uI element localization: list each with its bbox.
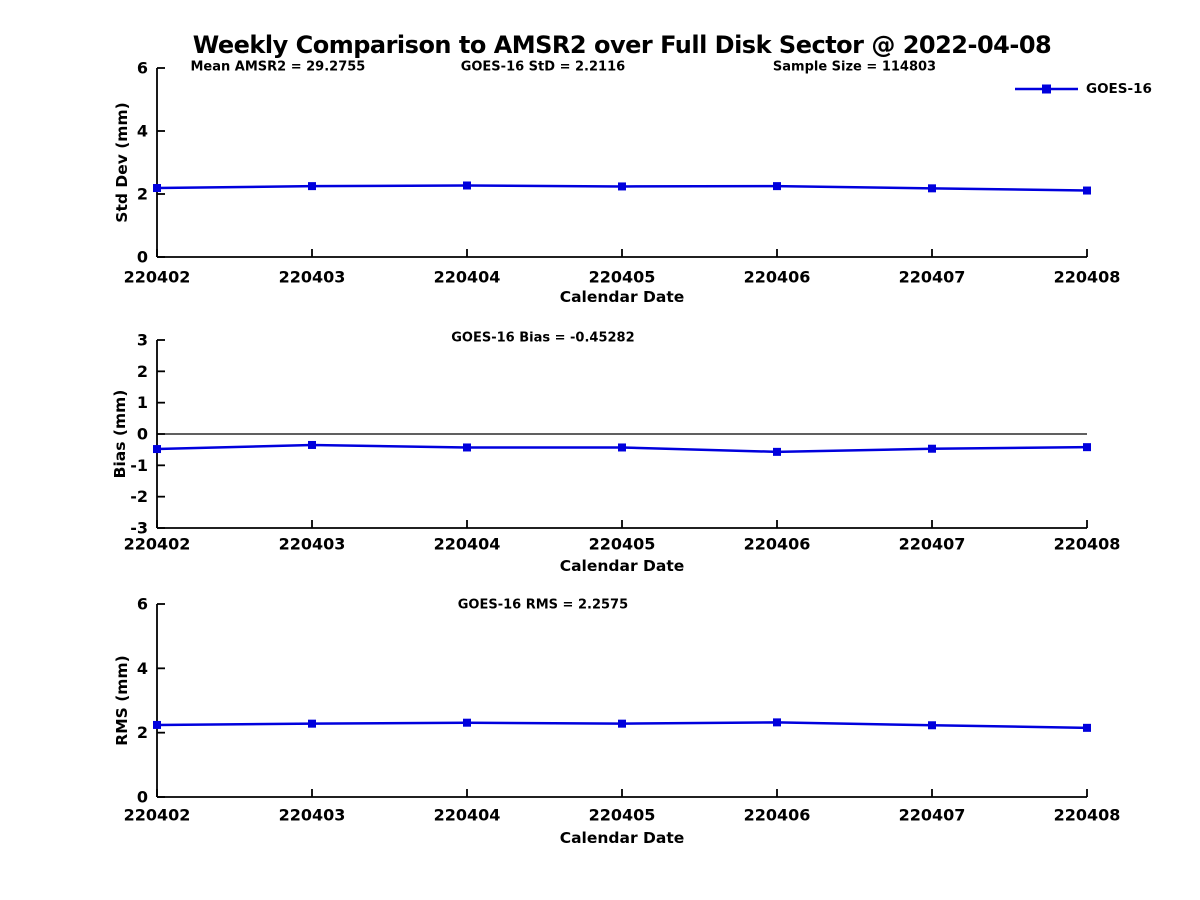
x-axis-title: Calendar Date (560, 557, 685, 575)
x-axis-title: Calendar Date (560, 288, 685, 306)
y-tick-label: -1 (130, 456, 148, 475)
annotation-text: GOES-16 Bias = -0.45282 (451, 331, 634, 346)
y-tick-label: 1 (137, 393, 148, 412)
x-tick-label: 220407 (899, 806, 966, 825)
x-tick-label: 220404 (434, 806, 501, 825)
annotation-text: GOES-16 RMS = 2.2575 (458, 598, 628, 613)
bias-chart: -3 -2 -1 0 1 2 3 220402 220403 220404 220405 220406… (111, 331, 1120, 576)
data-point-marker (618, 443, 626, 452)
x-tick-label: 220406 (744, 806, 811, 825)
y-tick-label: 0 (137, 248, 148, 267)
x-tick-label: 220403 (279, 268, 346, 287)
y-tick-label: 2 (137, 723, 148, 742)
x-tick-label: 220408 (1054, 806, 1121, 825)
y-tick-label: 2 (137, 185, 148, 204)
y-tick-label: 0 (137, 788, 148, 807)
annotation-text: Sample Size = 114803 (773, 60, 936, 75)
x-tick-label: 220404 (434, 268, 501, 287)
data-point-marker (153, 184, 161, 193)
x-tick-label: 220403 (279, 806, 346, 825)
data-point-marker (153, 720, 161, 729)
data-point-marker (463, 443, 471, 452)
x-tick-label: 220404 (434, 535, 501, 554)
x-tick-label: 220407 (899, 268, 966, 287)
x-tick-label: 220406 (744, 268, 811, 287)
data-point-marker (153, 445, 161, 454)
data-point-marker (928, 184, 936, 193)
data-point-marker (308, 182, 316, 191)
x-tick-label: 220403 (279, 535, 346, 554)
x-tick-label: 220406 (744, 535, 811, 554)
legend-label: GOES-16 (1086, 81, 1152, 97)
data-point-marker (773, 718, 781, 727)
x-tick-label: 220408 (1054, 268, 1121, 287)
y-axis-title: Std Dev (mm) (113, 102, 131, 222)
x-tick-label: 220405 (589, 806, 656, 825)
x-tick-label: 220402 (124, 535, 191, 554)
rms-chart: 0 2 4 6 220402 220403 220404 220405 220406 220407… (113, 595, 1120, 848)
data-point-marker (618, 719, 626, 728)
x-tick-label: 220405 (589, 535, 656, 554)
y-tick-label: 6 (137, 595, 148, 614)
y-tick-label: 4 (137, 122, 148, 141)
y-tick-label: -3 (130, 519, 148, 538)
annotation-text: GOES-16 StD = 2.2116 (461, 60, 625, 75)
data-point-marker (1083, 186, 1091, 195)
data-point-marker (928, 444, 936, 453)
y-tick-label: 0 (137, 425, 148, 444)
data-point-marker (308, 440, 316, 449)
data-point-marker (1083, 723, 1091, 732)
y-tick-label: 6 (137, 59, 148, 78)
data-point-marker (1083, 443, 1091, 452)
y-tick-label: 2 (137, 362, 148, 381)
annotation-text: Mean AMSR2 = 29.2755 (190, 60, 365, 75)
x-axis-title: Calendar Date (560, 829, 685, 847)
figure-title: Weekly Comparison to AMSR2 over Full Dis… (192, 31, 1052, 59)
x-tick-label: 220408 (1054, 535, 1121, 554)
y-axis-title: RMS (mm) (113, 655, 131, 745)
x-tick-label: 220405 (589, 268, 656, 287)
data-point-marker (463, 718, 471, 727)
std-dev-chart: 0 2 4 6 220402 220403 220404 220405 220406 220407… (113, 59, 1152, 307)
data-point-marker (928, 721, 936, 730)
x-tick-label: 220402 (124, 806, 191, 825)
data-point-marker (773, 447, 781, 456)
y-axis-title: Bias (mm) (111, 390, 129, 479)
y-tick-label: -2 (130, 487, 148, 506)
x-tick-label: 220402 (124, 268, 191, 287)
legend-marker (1042, 84, 1051, 94)
data-point-marker (463, 181, 471, 190)
y-tick-label: 3 (137, 331, 148, 350)
data-point-marker (308, 719, 316, 728)
x-tick-label: 220407 (899, 535, 966, 554)
data-point-marker (773, 182, 781, 191)
y-tick-label: 4 (137, 659, 148, 678)
data-point-marker (618, 182, 626, 191)
